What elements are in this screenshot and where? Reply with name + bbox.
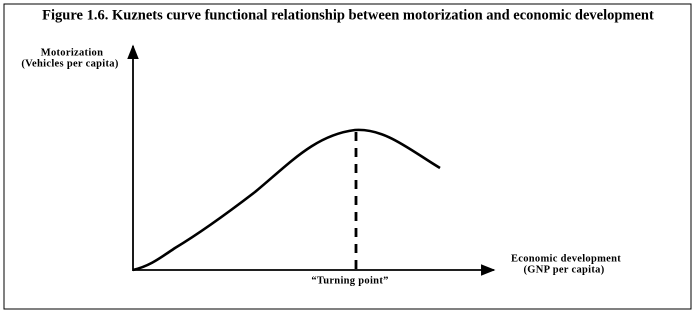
figure-title: Figure 1.6. Kuznets curve functional rel…	[42, 7, 654, 23]
y-axis-label: Motorization	[41, 47, 104, 58]
x-axis-sublabel: (GNP per capita)	[523, 264, 604, 275]
turning-point-label: “Turning point”	[311, 275, 388, 286]
kuznets-curve	[132, 128, 441, 272]
y-axis-sublabel: (Vehicles per capita)	[21, 58, 118, 69]
frame	[3, 3, 692, 310]
x-axis-label: Economic development	[511, 253, 621, 264]
